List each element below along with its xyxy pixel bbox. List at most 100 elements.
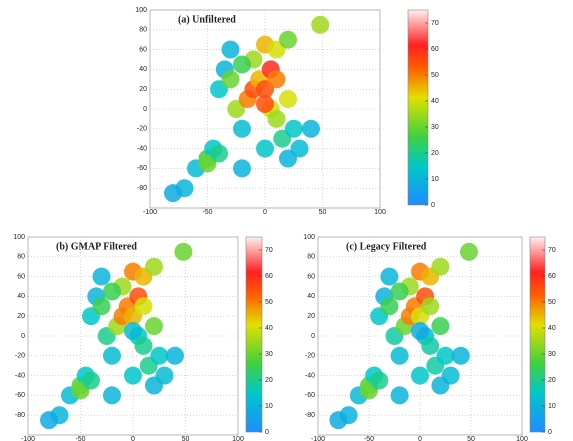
colorbar-tick-label: 20 [548, 377, 556, 384]
cell [150, 346, 169, 365]
chart-title: (c) Legacy Filtered [346, 241, 427, 252]
x-tick-label: 0 [418, 436, 422, 441]
colorbar-tick-label: 70 [265, 247, 273, 254]
cell [380, 267, 399, 286]
cell [279, 30, 297, 49]
cell [267, 70, 286, 89]
cell [411, 322, 429, 341]
cell [103, 282, 121, 301]
x-tick-label: -100 [311, 436, 325, 441]
y-tick-label: -80 [137, 185, 147, 192]
y-tick-label: -40 [15, 372, 25, 379]
y-tick-label: 60 [307, 273, 315, 280]
y-tick-label: 40 [307, 293, 315, 300]
colorbar-tick-label: 60 [548, 273, 556, 280]
colorbar-tick-label: 50 [548, 299, 556, 306]
cell [221, 70, 240, 89]
colorbar-tick-label: 10 [548, 403, 556, 410]
x-tick-label: 50 [182, 436, 190, 441]
cell [370, 371, 389, 390]
colorbar-tick-label: 0 [431, 202, 435, 209]
colorbar-tick-label: 40 [548, 325, 556, 332]
chart-title: (b) GMAP Filtered [56, 241, 137, 252]
cell [124, 366, 142, 385]
cell [103, 346, 121, 365]
chart-title: (a) Unfiltered [178, 14, 236, 25]
cell [284, 119, 303, 138]
y-tick-label: 60 [139, 46, 147, 53]
y-tick-label: 80 [139, 27, 147, 34]
x-tick-label: -50 [202, 209, 212, 216]
x-tick-label: -100 [143, 209, 157, 216]
cell [411, 366, 429, 385]
y-tick-label: 100 [135, 7, 147, 14]
y-tick-label: 40 [139, 66, 147, 73]
cell [145, 376, 163, 395]
cell [233, 119, 251, 138]
cell [124, 322, 142, 341]
colorbar-tick-label: 30 [431, 124, 439, 131]
y-tick-label: 20 [307, 313, 315, 320]
x-tick-label: 100 [516, 436, 528, 441]
cell [256, 139, 274, 158]
cell [380, 297, 399, 316]
cell [233, 159, 251, 178]
cell [145, 257, 163, 276]
cell [145, 317, 163, 336]
colorbar-tick-label: 30 [265, 351, 273, 358]
cell [233, 55, 251, 74]
colorbar [407, 9, 429, 206]
cell [256, 95, 274, 114]
y-tick-label: 40 [17, 293, 25, 300]
colorbar-tick-label: 70 [548, 247, 556, 254]
cell [164, 184, 182, 203]
cell [92, 267, 111, 286]
cell [40, 411, 58, 430]
colorbar [529, 236, 546, 433]
cell [329, 411, 348, 430]
y-tick-label: -40 [137, 145, 147, 152]
y-tick-label: -60 [15, 392, 25, 399]
cell [459, 242, 478, 261]
colorbar-tick-label: 60 [431, 46, 439, 53]
y-tick-label: 100 [13, 234, 25, 241]
cell [279, 149, 297, 168]
y-tick-label: -20 [137, 126, 147, 133]
x-tick-label: 100 [374, 209, 386, 216]
colorbar [245, 236, 263, 433]
cell [390, 386, 409, 405]
colorbar-tick-label: 20 [265, 377, 273, 384]
y-tick-label: -60 [305, 392, 315, 399]
x-tick-label: 0 [131, 436, 135, 441]
y-tick-label: 0 [21, 333, 25, 340]
cell [421, 336, 440, 355]
cell [421, 297, 440, 316]
y-tick-label: -40 [305, 372, 315, 379]
cell [451, 346, 470, 365]
cell [134, 297, 153, 316]
colorbar-tick-label: 10 [431, 176, 439, 183]
colorbar-tick-label: 10 [265, 403, 273, 410]
y-tick-label: -80 [305, 412, 315, 419]
y-tick-label: 100 [303, 234, 315, 241]
y-tick-label: 0 [311, 333, 315, 340]
cell [82, 371, 100, 390]
colorbar-tick-label: 20 [431, 150, 439, 157]
y-tick-label: 60 [17, 273, 25, 280]
y-tick-label: 80 [307, 254, 315, 261]
y-tick-label: 80 [17, 254, 25, 261]
colorbar-tick-label: 40 [265, 325, 273, 332]
y-tick-label: 0 [143, 106, 147, 113]
y-tick-label: 20 [139, 86, 147, 93]
x-tick-label: 0 [263, 209, 267, 216]
y-tick-label: -80 [15, 412, 25, 419]
colorbar-tick-label: 60 [265, 273, 273, 280]
x-tick-label: 50 [467, 436, 475, 441]
cell [431, 376, 450, 395]
cell [279, 90, 297, 109]
y-tick-label: -20 [15, 353, 25, 360]
x-tick-label: -100 [21, 436, 35, 441]
x-tick-label: 50 [319, 209, 327, 216]
x-tick-label: -50 [75, 436, 85, 441]
